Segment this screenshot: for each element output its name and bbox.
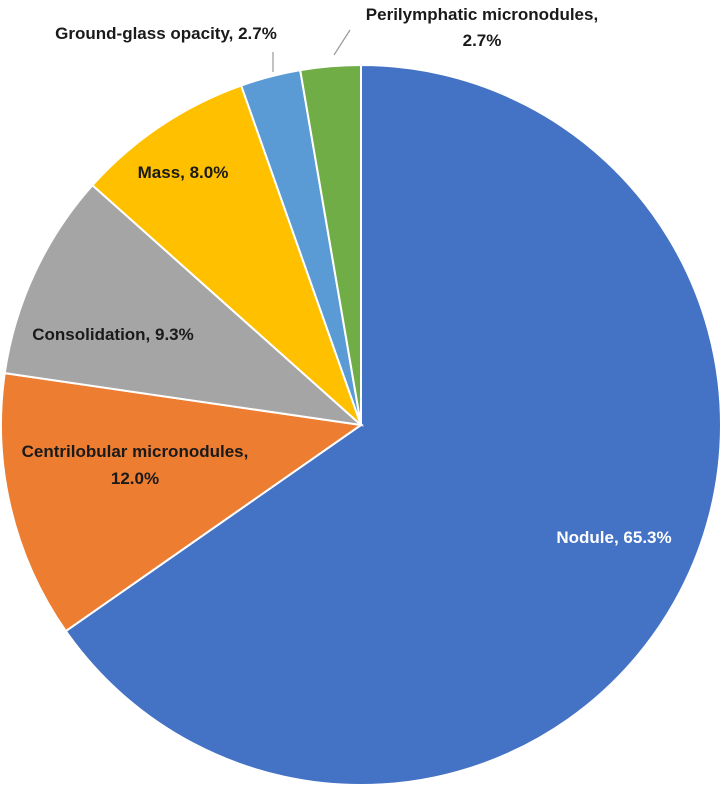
pie-slice-perilymphatic-micronodules xyxy=(299,63,362,426)
pie-slices xyxy=(0,63,722,786)
leader-line-perilymphatic xyxy=(333,29,351,56)
pie-slice-centrilobular-micronodules xyxy=(0,372,364,633)
pie-slice-mass xyxy=(91,84,362,426)
slice-label-ground-glass-opacity: Ground-glass opacity, 2.7% xyxy=(55,24,277,43)
slice-label-centrilobular-line1: Centrilobular micronodules, xyxy=(22,442,249,461)
slice-label-nodule: Nodule, 65.3% xyxy=(556,528,671,547)
slice-labels: Nodule, 65.3% Centrilobular micronodules… xyxy=(22,5,672,547)
slice-label-perilymphatic-line1: Perilymphatic micronodules, xyxy=(366,5,598,24)
pie-slice-nodule xyxy=(64,63,722,786)
slice-label-perilymphatic-line2: 2.7% xyxy=(463,31,502,50)
slice-label-consolidation: Consolidation, 9.3% xyxy=(32,325,194,344)
leader-lines xyxy=(272,29,351,72)
slice-label-mass: Mass, 8.0% xyxy=(138,163,229,182)
pie-slice-consolidation xyxy=(3,183,365,427)
slice-label-centrilobular-line2: 12.0% xyxy=(111,469,159,488)
